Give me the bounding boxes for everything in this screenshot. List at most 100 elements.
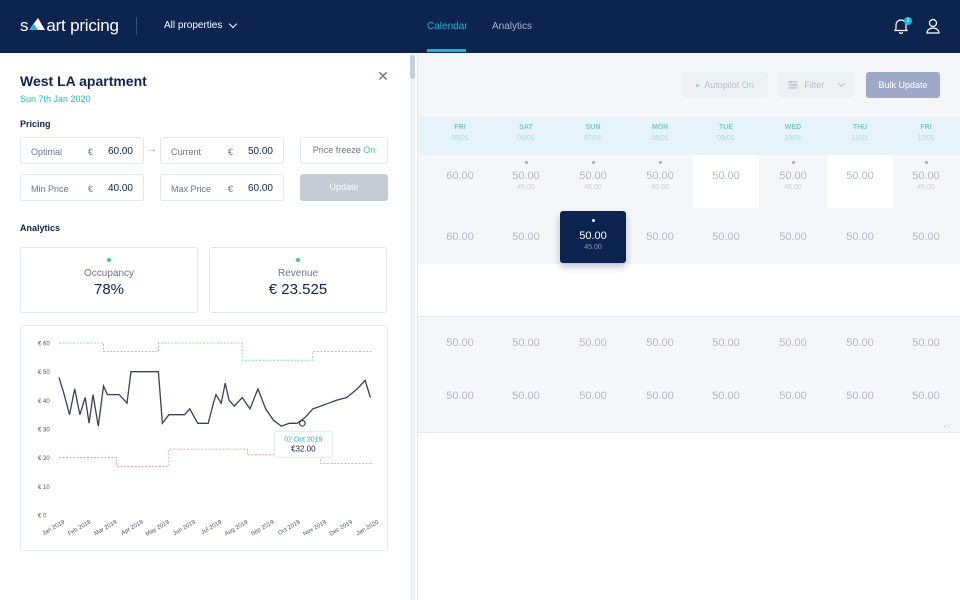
calendar-cell[interactable]: 50.00 <box>827 170 893 182</box>
panel-scrollbar-track[interactable] <box>410 53 415 600</box>
calendar-cell[interactable]: 50.00 45.00 <box>493 161 559 191</box>
price-history-chart: € 0 € 10 € 20 € 30 € 40 € 50 € 60 Jan 2019 Feb 2… <box>20 325 388 551</box>
cell-price: 50.00 <box>712 337 740 349</box>
calendar-cell[interactable]: 50.00 <box>693 337 759 349</box>
day-date: 11/01 <box>851 135 869 142</box>
calendar-cell[interactable]: 50.00 <box>693 390 759 402</box>
calendar-cell[interactable]: 50.00 <box>560 390 626 402</box>
smartpricing-logo[interactable]: s art pricing <box>20 15 137 37</box>
revenue-card: Revenue € 23.525 <box>209 247 387 313</box>
calendar-cell[interactable]: 50.00 <box>627 337 693 349</box>
x-tick-label: Oct 2019 <box>277 519 302 537</box>
calendar-cell[interactable]: 50.00 45.00 <box>893 161 959 191</box>
calendar-cell[interactable]: 50.00 <box>427 337 493 349</box>
tooltip-value: €32.00 <box>291 444 316 453</box>
y-tick-label: € 50 <box>38 370 50 376</box>
calendar-cell[interactable]: 50.00 <box>893 390 959 402</box>
bulk-update-button[interactable]: Bulk Update <box>866 72 940 98</box>
analytics-heading: Analytics <box>20 223 61 233</box>
day-name: MON <box>651 124 669 131</box>
field-label: Optimal <box>31 147 63 157</box>
calendar-row-4-bg <box>418 371 960 432</box>
price-freeze-toggle[interactable]: Price freeze On <box>300 137 388 164</box>
cell-price: 50.00 <box>646 231 674 243</box>
cell-sub-price: 45.00 <box>584 184 602 191</box>
panel-scrollbar-thumb[interactable] <box>410 55 415 79</box>
series-line-price <box>58 371 372 427</box>
calendar-cell[interactable]: 60.00 <box>427 231 493 243</box>
availability-dot <box>591 161 595 164</box>
calendar-cell[interactable]: 50.00 <box>760 337 826 349</box>
calendar-cell[interactable]: 50.00 <box>627 231 693 243</box>
tab-analytics[interactable]: Analytics <box>492 21 533 32</box>
calendar-scroll-arrows[interactable]: ‹ › <box>944 424 950 430</box>
bell-icon[interactable] <box>893 18 910 36</box>
calendar-cell[interactable]: 50.00 <box>760 231 826 243</box>
day-date: 06/01 <box>517 135 535 142</box>
day-name: WED <box>784 124 802 131</box>
calendar-cell[interactable]: 50.00 <box>760 390 826 402</box>
autopilot-toggle[interactable]: Autopilot On <box>682 72 768 98</box>
user-icon[interactable] <box>926 18 942 36</box>
calendar-cell[interactable]: 50.00 <box>427 390 493 402</box>
filter-button[interactable]: Filter <box>778 72 854 98</box>
cell-price: 50.00 <box>912 390 940 402</box>
calendar-row-2-bg <box>418 209 960 264</box>
cell-price: 50.00 <box>912 337 940 349</box>
calendar-cell[interactable]: 50.00 <box>493 337 559 349</box>
day-date: 07/01 <box>584 135 602 142</box>
field-value: 50.00 <box>247 146 273 157</box>
calendar-cell[interactable]: 50.00 45.00 <box>760 161 826 191</box>
autopilot-label: Autopilot <box>704 80 740 90</box>
calendar-cell[interactable]: 50.00 <box>893 231 959 243</box>
calendar-cell[interactable]: 60.00 <box>427 170 493 182</box>
day-date: 09/01 <box>717 135 735 142</box>
min-price-field[interactable]: Min Price € 40.00 <box>20 174 144 201</box>
logo-divider <box>135 17 137 35</box>
calendar-header: FRI 05/01 SAT 06/01 SUN 07/01 MON 08/01 TUE 09/01… <box>418 117 960 155</box>
calendar-cell[interactable]: 50.00 <box>627 390 693 402</box>
properties-dropdown[interactable]: All properties <box>164 19 238 31</box>
calendar-cell[interactable]: 50.00 <box>493 231 559 243</box>
calendar-cell-bg <box>693 155 759 208</box>
max-price-field[interactable]: Max Price € 60.00 <box>160 174 284 201</box>
calendar-cell[interactable]: 50.00 45.00 <box>560 161 626 191</box>
optimal-price-field[interactable]: Optimal € 60.00 <box>20 137 144 164</box>
x-tick-label: Jul 2019 <box>200 519 223 536</box>
tab-calendar[interactable]: Calendar <box>427 21 468 32</box>
x-tick-label: Mar 2019 <box>93 519 119 537</box>
y-tick-label: € 40 <box>38 399 50 405</box>
x-tick-label: Jan 2019 <box>42 519 67 537</box>
autopilot-state: On <box>741 80 754 90</box>
calendar-cell[interactable]: 50.00 <box>693 170 759 182</box>
currency-symbol: € <box>88 184 94 194</box>
cell-price: 50.00 <box>446 390 474 402</box>
calendar-cell[interactable]: 50.00 <box>493 390 559 402</box>
x-tick-label: Apr 2019 <box>120 519 145 537</box>
calendar-cell[interactable]: 50.00 <box>893 337 959 349</box>
cell-price: 50.00 <box>912 170 940 182</box>
cell-price: 50.00 <box>512 170 540 182</box>
calendar-cell[interactable]: 50.00 <box>827 337 893 349</box>
calendar-cell[interactable]: 50.00 <box>560 337 626 349</box>
field-label: Min Price <box>31 184 69 194</box>
update-button[interactable]: Update <box>300 174 388 201</box>
availability-dot <box>524 161 528 164</box>
calendar-day-header: MON 08/01 <box>627 124 693 142</box>
selected-calendar-cell[interactable]: 50.00 45.00 <box>560 211 626 263</box>
calendar-cell[interactable]: 50.00 <box>827 231 893 243</box>
calendar-day-header: TUE 09/01 <box>693 124 759 142</box>
current-price-field[interactable]: Current € 50.00 <box>160 137 284 164</box>
calendar-cell[interactable]: 50.00 <box>693 231 759 243</box>
cell-price: 50.00 <box>846 390 874 402</box>
close-icon[interactable]: ✕ <box>377 68 389 84</box>
availability-dot <box>791 161 795 164</box>
day-name: FRI <box>920 124 932 131</box>
currency-symbol: € <box>88 147 94 157</box>
calendar-cell[interactable]: 50.00 <box>827 390 893 402</box>
price-freeze-state: On <box>363 145 376 155</box>
properties-label: All properties <box>164 20 223 31</box>
calendar-cell[interactable]: 50.00 45.00 <box>627 161 693 191</box>
day-name: SAT <box>519 124 533 131</box>
revenue-value: € 23.525 <box>268 281 328 298</box>
